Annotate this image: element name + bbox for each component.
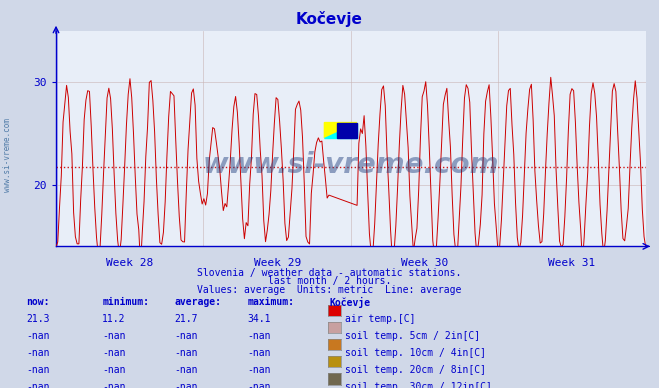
Text: -nan: -nan xyxy=(247,382,271,388)
Text: -nan: -nan xyxy=(247,331,271,341)
Text: -nan: -nan xyxy=(175,331,198,341)
Text: -nan: -nan xyxy=(175,382,198,388)
Text: -nan: -nan xyxy=(26,382,50,388)
Text: now:: now: xyxy=(26,297,50,307)
Text: -nan: -nan xyxy=(247,348,271,358)
Text: -nan: -nan xyxy=(175,348,198,358)
Text: -nan: -nan xyxy=(26,348,50,358)
Text: Week 31: Week 31 xyxy=(548,258,596,268)
Text: minimum:: minimum: xyxy=(102,297,149,307)
Text: Week 30: Week 30 xyxy=(401,258,448,268)
Text: 11.2: 11.2 xyxy=(102,314,126,324)
Text: last month / 2 hours.: last month / 2 hours. xyxy=(268,276,391,286)
Text: -nan: -nan xyxy=(102,348,126,358)
Text: Week 29: Week 29 xyxy=(254,258,301,268)
Text: average:: average: xyxy=(175,297,221,307)
Text: Kočevje: Kočevje xyxy=(330,297,370,308)
Polygon shape xyxy=(324,123,357,138)
Text: -nan: -nan xyxy=(175,365,198,375)
Text: Slovenia / weather data - automatic stations.: Slovenia / weather data - automatic stat… xyxy=(197,268,462,278)
Text: soil temp. 5cm / 2in[C]: soil temp. 5cm / 2in[C] xyxy=(345,331,480,341)
Text: -nan: -nan xyxy=(247,365,271,375)
Text: -nan: -nan xyxy=(26,365,50,375)
Polygon shape xyxy=(337,123,357,138)
Text: soil temp. 30cm / 12in[C]: soil temp. 30cm / 12in[C] xyxy=(345,382,492,388)
Text: -nan: -nan xyxy=(102,365,126,375)
Text: soil temp. 20cm / 8in[C]: soil temp. 20cm / 8in[C] xyxy=(345,365,486,375)
Text: maximum:: maximum: xyxy=(247,297,294,307)
Text: 34.1: 34.1 xyxy=(247,314,271,324)
Polygon shape xyxy=(324,123,357,138)
Text: Values: average  Units: metric  Line: average: Values: average Units: metric Line: aver… xyxy=(197,285,462,295)
Text: Week 28: Week 28 xyxy=(106,258,154,268)
Text: -nan: -nan xyxy=(26,331,50,341)
Text: air temp.[C]: air temp.[C] xyxy=(345,314,416,324)
Text: Kočevje: Kočevje xyxy=(296,11,363,27)
Text: 21.3: 21.3 xyxy=(26,314,50,324)
Text: www.si-vreme.com: www.si-vreme.com xyxy=(3,118,13,192)
Text: soil temp. 10cm / 4in[C]: soil temp. 10cm / 4in[C] xyxy=(345,348,486,358)
Text: -nan: -nan xyxy=(102,382,126,388)
Text: -nan: -nan xyxy=(102,331,126,341)
Text: www.si-vreme.com: www.si-vreme.com xyxy=(203,151,499,178)
Text: 21.7: 21.7 xyxy=(175,314,198,324)
